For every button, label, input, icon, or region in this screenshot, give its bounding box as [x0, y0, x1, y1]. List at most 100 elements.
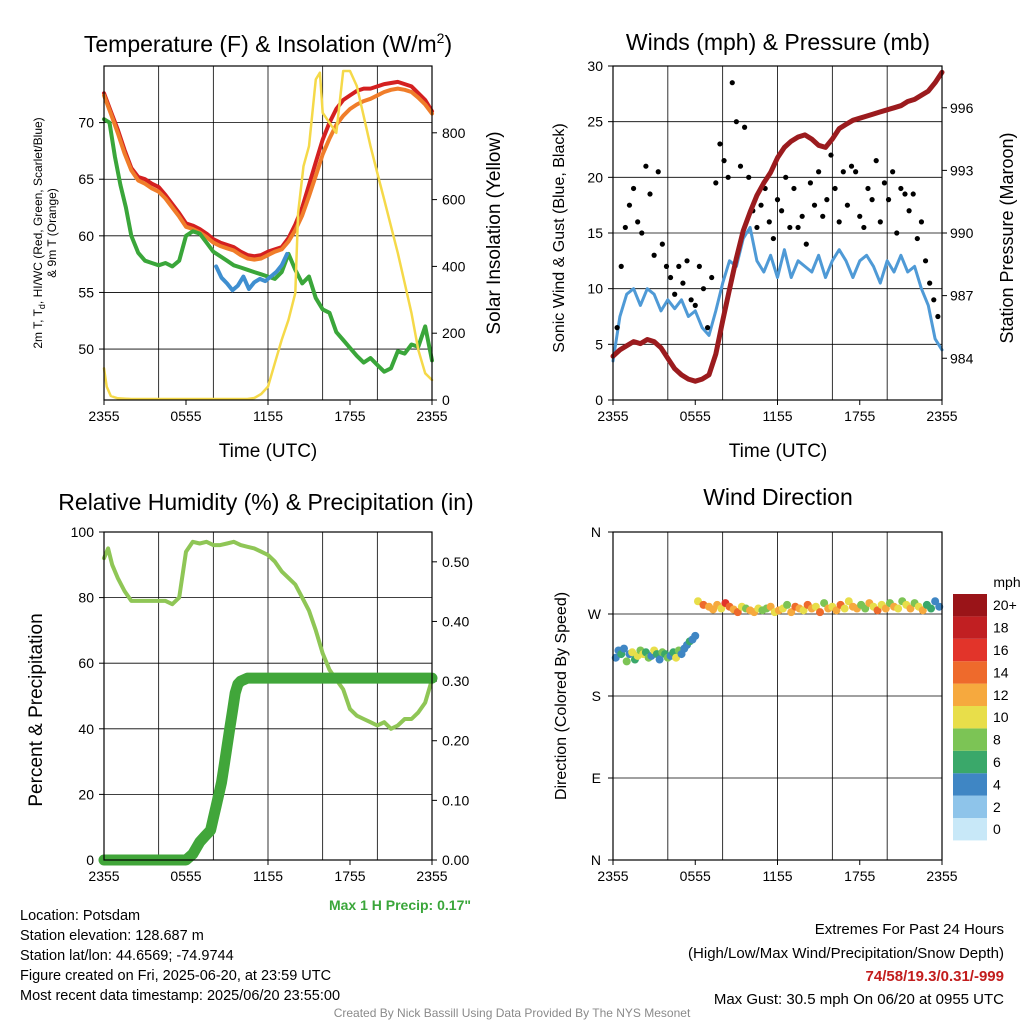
gust-point [832, 185, 838, 192]
gust-point [630, 185, 637, 192]
direction-point [844, 597, 853, 606]
extremes-legend: (High/Low/Max Wind/Precipitation/Snow De… [688, 945, 1004, 962]
extremes-values: 74/58/19.3/0.31/-999 [865, 968, 1004, 985]
y-label-part: , HI/WC (Red, Green, Scarlet/Blue) [31, 117, 45, 304]
gust-point [877, 219, 883, 225]
gust-point [922, 258, 929, 264]
gust-point [659, 241, 665, 247]
gust-point [873, 158, 879, 164]
panel-2: 2355 0555 1155 1755 235505101520253098498799… [551, 29, 1017, 462]
gust-point [667, 274, 674, 281]
gust-point [647, 191, 653, 197]
series-dewpoint [102, 117, 434, 374]
plot-frame [103, 531, 433, 861]
y-tick-label: 55 [78, 284, 94, 300]
y2-tick-label: 0.30 [442, 673, 469, 689]
title-superscript: 2 [437, 30, 445, 46]
panel-3: 2355 0555 1155 1755 23550204060801000.000.10… [26, 489, 474, 913]
gust-point [766, 219, 772, 225]
gust-point [848, 163, 855, 169]
gust-point [651, 252, 657, 258]
direction-point [799, 606, 808, 615]
y2-tick-label: 0.00 [442, 852, 469, 868]
colorbar-swatch [953, 818, 987, 841]
gust-point [655, 169, 661, 175]
x-tick-label: 1755 [844, 408, 875, 424]
direction-point [619, 644, 628, 653]
gust-point [696, 263, 702, 269]
gust-point [733, 119, 739, 125]
direction-point [766, 602, 775, 611]
y-label-part: 2m T, T [31, 308, 45, 348]
y-tick-label: 0 [595, 392, 603, 408]
direction-point [622, 657, 631, 666]
y2-tick-label: 800 [442, 125, 466, 141]
y2-tick-label: 993 [950, 162, 974, 178]
y2-axis-label: Station Pressure (Maroon) [997, 132, 1017, 343]
gust-point [672, 291, 678, 297]
gust-point [774, 197, 781, 203]
direction-point [691, 631, 700, 640]
max-gust: Max Gust: 30.5 mph On 06/20 at 0955 UTC [713, 991, 1004, 1008]
direction-point [783, 600, 792, 609]
y2-tick-label: 400 [442, 258, 466, 274]
direction-point [733, 608, 742, 617]
direction-point [931, 597, 940, 606]
gust-point [918, 219, 925, 225]
colorbar-label: 10 [993, 709, 1009, 725]
gust-point [910, 191, 916, 197]
colorbar-label: 18 [993, 620, 1009, 636]
y2-tick-label: 600 [442, 192, 466, 208]
x-tick-label: 1755 [844, 868, 875, 884]
colorbar-swatch [953, 661, 987, 684]
direction-point [840, 604, 849, 613]
y-tick-label: 100 [71, 524, 95, 540]
colorbar-label: 2 [993, 799, 1001, 815]
gust-point [844, 202, 851, 208]
y-axis-label: Percent & Precipitation [26, 613, 47, 806]
colorbar-title: mph [993, 574, 1020, 590]
x-tick-label: 0555 [680, 408, 711, 424]
y2-tick-label: 0.10 [442, 792, 469, 808]
gust-point [840, 169, 846, 175]
gust-point [758, 202, 764, 208]
colorbar-label: 16 [993, 642, 1009, 658]
direction-point [894, 604, 903, 613]
y-tick-label: 80 [78, 590, 94, 606]
gust-point [861, 224, 867, 231]
gust-point [783, 174, 789, 180]
gust-point [639, 230, 645, 236]
station-info: Location: Potsdam Station elevation: 128… [20, 906, 340, 1006]
y2-tick-label: 0.40 [442, 613, 469, 629]
gust-point [787, 224, 793, 231]
y2-tick-label: 990 [950, 225, 974, 241]
series-solar_insolation [102, 69, 434, 401]
colorbar-swatch [953, 706, 987, 729]
colorbar-label: 0 [993, 821, 1001, 837]
station-location: Location: Potsdam [20, 908, 141, 924]
colorbar-label: 20+ [993, 597, 1017, 613]
x-tick-label: 2355 [88, 408, 119, 424]
gust-point [935, 313, 941, 320]
speed-colorbar: mph 0 2 4 6 8 10 12 14 16 18 20+ [953, 574, 1021, 841]
colorbar-swatch [953, 616, 987, 639]
gust-point [622, 224, 628, 231]
panel-1: 2355 0555 1155 1755 2355 50 55 60 65 70 0 200 400 600… [31, 30, 505, 462]
colorbar-swatch [953, 728, 987, 751]
gust-point [795, 224, 801, 231]
gust-point [770, 235, 776, 242]
gust-point [737, 163, 744, 169]
gust-point [865, 185, 871, 192]
y-tick-label: W [588, 606, 602, 622]
gust-point [618, 263, 624, 269]
extremes-panel: Extremes For Past 24 Hours (High/Low/Max… [688, 918, 1004, 1012]
colorbar-label: 8 [993, 732, 1001, 748]
precip-annotation: Max 1 H Precip: 0.17" [329, 897, 471, 913]
gust-point [742, 124, 748, 130]
y-tick-label: 20 [78, 786, 94, 802]
recent-timestamp: Most recent data timestamp: 2025/06/20 2… [20, 988, 341, 1004]
y-tick-label: 65 [78, 171, 94, 187]
x-axis-label: Time (UTC) [219, 441, 318, 462]
gust-point [816, 169, 822, 175]
